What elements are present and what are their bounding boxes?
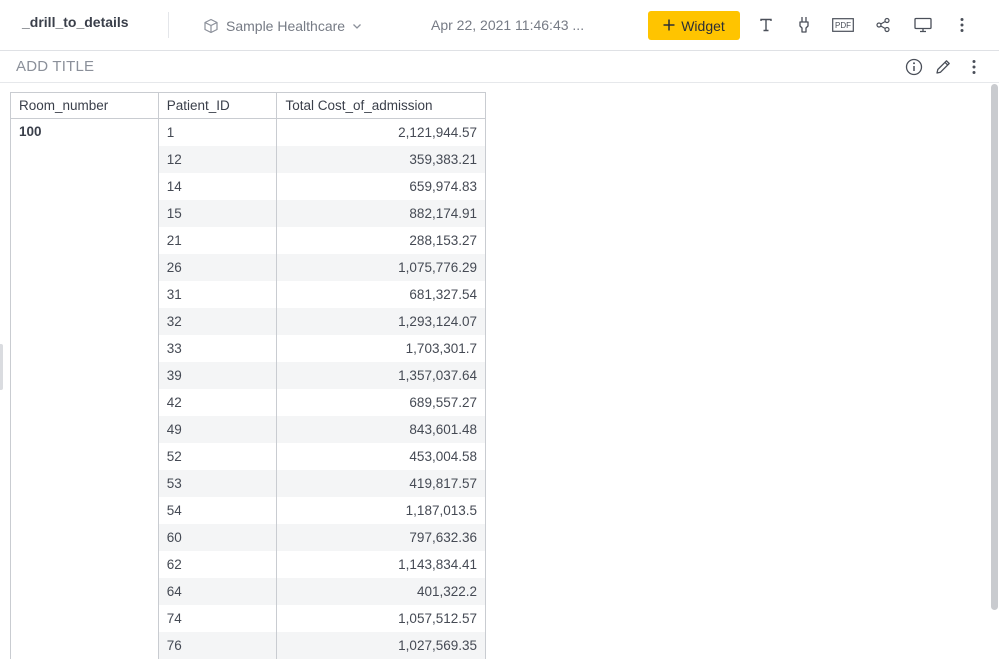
- patient-id-cell[interactable]: 12: [157, 145, 278, 173]
- table-row: 26 1,075,776.29: [11, 253, 486, 281]
- table-header-row: Room_number Patient_ID Total Cost_of_adm…: [10, 92, 486, 119]
- plus-icon: [663, 18, 675, 34]
- table-row: 33 1,703,301.7: [11, 334, 486, 362]
- more-options-icon[interactable]: [950, 13, 974, 37]
- cost-cell[interactable]: 453,004.58: [276, 442, 486, 470]
- cost-cell[interactable]: 689,557.27: [276, 388, 486, 416]
- cost-cell[interactable]: 1,057,512.57: [276, 604, 486, 632]
- table-row: 49 843,601.48: [11, 415, 486, 443]
- patient-id-cell[interactable]: 1: [157, 118, 278, 146]
- widget-header: ADD TITLE: [0, 51, 999, 83]
- cost-cell[interactable]: 1,187,013.5: [276, 496, 486, 524]
- cost-cell[interactable]: 1,293,124.07: [276, 307, 486, 335]
- cost-cell[interactable]: 2,121,944.57: [276, 118, 486, 146]
- patient-id-cell[interactable]: 60: [157, 523, 278, 551]
- cost-cell[interactable]: 1,075,776.29: [276, 253, 486, 281]
- patient-id-cell[interactable]: 26: [157, 253, 278, 281]
- table-row: 32 1,293,124.07: [11, 307, 486, 335]
- cube-icon: [203, 18, 219, 34]
- info-icon[interactable]: [904, 57, 924, 77]
- table-row: 12 359,383.21: [11, 145, 486, 173]
- table-row: 31 681,327.54: [11, 280, 486, 308]
- monitor-icon[interactable]: [911, 13, 935, 37]
- cost-cell[interactable]: 659,974.83: [276, 172, 486, 200]
- cost-cell[interactable]: 419,817.57: [276, 469, 486, 497]
- table-row: 21 288,153.27: [11, 226, 486, 254]
- patient-id-cell[interactable]: 33: [157, 334, 278, 362]
- patient-id-cell[interactable]: 54: [157, 496, 278, 524]
- widget-more-options-icon[interactable]: [964, 57, 984, 77]
- patient-id-cell[interactable]: 76: [157, 631, 278, 659]
- patient-id-cell[interactable]: 31: [157, 280, 278, 308]
- toolbar-divider: [168, 12, 169, 38]
- room-number-cell[interactable]: 100: [10, 118, 159, 659]
- table-row: 100 1 2,121,944.57: [10, 118, 486, 659]
- cost-cell[interactable]: 359,383.21: [276, 145, 486, 173]
- last-updated-timestamp: Apr 22, 2021 11:46:43 ...: [431, 17, 585, 33]
- column-header[interactable]: Room_number: [10, 92, 159, 119]
- table-row: 15 882,174.91: [11, 199, 486, 227]
- resize-handle[interactable]: [0, 344, 3, 390]
- patient-id-cell[interactable]: 39: [157, 361, 278, 389]
- cost-cell[interactable]: 882,174.91: [276, 199, 486, 227]
- column-header[interactable]: Total Cost_of_admission: [276, 92, 486, 119]
- add-widget-button[interactable]: Widget: [648, 11, 740, 40]
- patient-id-cell[interactable]: 21: [157, 226, 278, 254]
- edit-pencil-icon[interactable]: [933, 57, 953, 77]
- patient-id-cell[interactable]: 32: [157, 307, 278, 335]
- table-row: 74 1,057,512.57: [11, 604, 486, 632]
- vertical-scrollbar[interactable]: [991, 84, 998, 610]
- cost-cell[interactable]: 681,327.54: [276, 280, 486, 308]
- patient-id-cell[interactable]: 53: [157, 469, 278, 497]
- cost-cell[interactable]: 797,632.36: [276, 523, 486, 551]
- cost-cell[interactable]: 1,357,037.64: [276, 361, 486, 389]
- table-row: 76 1,027,569.35: [11, 631, 486, 659]
- pivot-table: Room_number Patient_ID Total Cost_of_adm…: [10, 92, 486, 660]
- table-row: 14 659,974.83: [11, 172, 486, 200]
- cost-cell[interactable]: 288,153.27: [276, 226, 486, 254]
- patient-id-cell[interactable]: 64: [157, 577, 278, 605]
- pdf-label: PDF: [835, 21, 851, 30]
- table-row: 64 401,322.2: [11, 577, 486, 605]
- table-row: 42 689,557.27: [11, 388, 486, 416]
- table-row: 62 1,143,834.41: [11, 550, 486, 578]
- add-title-field[interactable]: ADD TITLE: [16, 58, 95, 75]
- filter-icon[interactable]: [792, 13, 816, 37]
- table-row: 54 1,187,013.5: [11, 496, 486, 524]
- datasource-selector[interactable]: Sample Healthcare: [203, 16, 362, 36]
- patient-id-cell[interactable]: 42: [157, 388, 278, 416]
- cost-cell[interactable]: 1,703,301.7: [276, 334, 486, 362]
- patient-id-cell[interactable]: 52: [157, 442, 278, 470]
- cost-cell[interactable]: 401,322.2: [276, 577, 486, 605]
- datasource-label: Sample Healthcare: [226, 18, 346, 34]
- patient-id-cell[interactable]: 62: [157, 550, 278, 578]
- add-widget-label: Widget: [681, 17, 725, 34]
- patient-id-cell[interactable]: 14: [157, 172, 278, 200]
- cost-cell[interactable]: 843,601.48: [276, 415, 486, 443]
- chevron-down-icon: [352, 21, 362, 31]
- table-row: 39 1,357,037.64: [11, 361, 486, 389]
- dashboard-name[interactable]: _drill_to_details: [22, 14, 129, 30]
- patient-id-cell[interactable]: 15: [157, 199, 278, 227]
- patient-id-cell[interactable]: 74: [157, 604, 278, 632]
- text-icon[interactable]: [754, 13, 778, 37]
- column-header[interactable]: Patient_ID: [157, 92, 278, 119]
- table-row: 52 453,004.58: [11, 442, 486, 470]
- patient-id-cell[interactable]: 49: [157, 415, 278, 443]
- share-icon[interactable]: [871, 13, 895, 37]
- top-toolbar: _drill_to_details Sample Healthcare Apr …: [0, 0, 999, 51]
- table-row: 53 419,817.57: [11, 469, 486, 497]
- table-row: 60 797,632.36: [11, 523, 486, 551]
- cost-cell[interactable]: 1,027,569.35: [276, 631, 486, 659]
- pdf-export-icon[interactable]: PDF: [831, 13, 855, 37]
- cost-cell[interactable]: 1,143,834.41: [276, 550, 486, 578]
